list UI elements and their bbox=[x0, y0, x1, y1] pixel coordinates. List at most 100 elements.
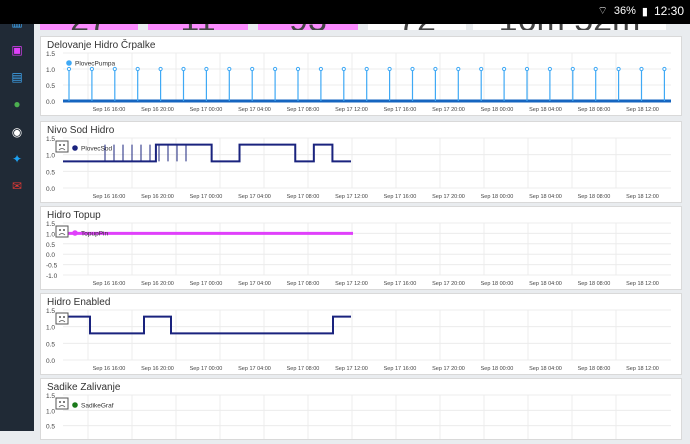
legend-label: SadikeGraf bbox=[81, 403, 114, 410]
x-tick-label: Sep 18 04:00 bbox=[529, 281, 562, 287]
chart-title: Hidro Enabled bbox=[47, 297, 111, 308]
x-tick-label: Sep 17 04:00 bbox=[238, 281, 271, 287]
y-tick-label: 1.0 bbox=[46, 408, 55, 415]
battery-level: 36% bbox=[613, 5, 636, 17]
x-tick-label: Sep 18 00:00 bbox=[481, 194, 514, 200]
legend-swatch bbox=[72, 230, 78, 236]
y-tick-label: 0.0 bbox=[46, 252, 55, 259]
chart-panel-seedlings: Sadike Zalivanje 1.5 1.0 0.5 SadikeGraf bbox=[40, 378, 682, 443]
y-tick-label: 1.5 bbox=[46, 221, 55, 228]
x-tick-label: Sep 17 00:00 bbox=[190, 366, 223, 372]
data-point bbox=[273, 66, 278, 72]
x-tick-label: Sep 16 20:00 bbox=[141, 107, 174, 113]
data-point bbox=[547, 66, 552, 72]
y-tick-label: -0.5 bbox=[46, 263, 58, 270]
y-tick-label: -1.0 bbox=[46, 273, 58, 280]
y-tick-label: 1.5 bbox=[46, 51, 55, 58]
legend-label: PlovecSod bbox=[81, 146, 112, 153]
data-point bbox=[387, 66, 392, 72]
x-tick-label: Sep 16 20:00 bbox=[141, 366, 174, 372]
chart-title: Hidro Topup bbox=[47, 210, 101, 221]
y-tick-label: 0.5 bbox=[46, 341, 55, 348]
x-tick-label: Sep 17 08:00 bbox=[287, 366, 320, 372]
x-tick-label: Sep 17 08:00 bbox=[287, 194, 320, 200]
status-bar: ⌔ 36% ▮ 12:30 bbox=[0, 0, 690, 24]
email-icon[interactable]: ✉ bbox=[11, 179, 23, 193]
x-tick-label: Sep 17 16:00 bbox=[384, 366, 417, 372]
data-point bbox=[662, 66, 667, 72]
chart-enabled: 1.5 1.0 0.5 0.0 Sep 16 16:00 Sep 16 20:00 Sep … bbox=[46, 308, 671, 372]
x-tick-label: Sep 17 00:00 bbox=[190, 194, 223, 200]
x-tick-label: Sep 17 16:00 bbox=[384, 194, 417, 200]
data-point bbox=[639, 66, 644, 72]
x-tick-label: Sep 17 00:00 bbox=[190, 281, 223, 287]
book-icon[interactable]: ▤ bbox=[11, 70, 23, 84]
wifi-icon: ⌔ bbox=[597, 5, 608, 17]
data-point bbox=[479, 66, 484, 72]
broken-image-icon bbox=[55, 140, 69, 153]
x-tick-label: Sep 17 04:00 bbox=[238, 194, 271, 200]
broken-image-icon bbox=[55, 312, 69, 325]
chart-pump: 1.5 1.0 0.5 0.0 Sep 16 16:00 Sep 16 20:00 Sep … bbox=[46, 51, 671, 113]
x-tick-label: Sep 16 16:00 bbox=[93, 281, 126, 287]
data-point bbox=[570, 66, 575, 72]
x-tick-label: Sep 18 12:00 bbox=[626, 281, 659, 287]
data-point bbox=[318, 66, 323, 72]
x-tick-label: Sep 17 16:00 bbox=[384, 107, 417, 113]
y-tick-label: 1.5 bbox=[46, 136, 55, 143]
x-tick-label: Sep 16 16:00 bbox=[93, 194, 126, 200]
data-point bbox=[89, 66, 95, 72]
x-tick-label: Sep 17 04:00 bbox=[238, 366, 271, 372]
data-point bbox=[524, 66, 530, 72]
y-tick-label: 1.0 bbox=[46, 325, 55, 332]
x-tick-label: Sep 16 16:00 bbox=[93, 107, 126, 113]
x-tick-label: Sep 17 20:00 bbox=[432, 107, 465, 113]
data-point bbox=[616, 66, 621, 72]
x-tick-label: Sep 18 04:00 bbox=[529, 107, 562, 113]
twitter-icon[interactable]: ✦ bbox=[11, 152, 23, 166]
y-tick-label: 1.5 bbox=[46, 308, 55, 315]
x-tick-label: Sep 17 00:00 bbox=[190, 107, 223, 113]
chart-title: Nivo Sod Hidro bbox=[47, 125, 115, 136]
chart-title: Sadike Zalivanje bbox=[47, 382, 121, 393]
x-tick-label: Sep 17 04:00 bbox=[238, 107, 271, 113]
data-point bbox=[364, 66, 369, 72]
x-tick-label: Sep 17 20:00 bbox=[432, 366, 465, 372]
y-tick-label: 0.0 bbox=[46, 99, 55, 106]
broken-image-icon bbox=[55, 225, 69, 238]
chart-seedlings: 1.5 1.0 0.5 SadikeGraf bbox=[46, 393, 671, 443]
legend-swatch bbox=[72, 402, 78, 408]
data-point bbox=[135, 66, 140, 72]
y-tick-label: 0.0 bbox=[46, 358, 55, 365]
y-tick-label: 1.0 bbox=[46, 153, 55, 160]
home-icon[interactable]: ▣ bbox=[11, 43, 23, 57]
clock: 12:30 bbox=[653, 4, 684, 18]
github-icon[interactable]: ◉ bbox=[11, 125, 23, 139]
y-tick-label: 0.5 bbox=[46, 242, 55, 249]
legend-label: PlovecPumpa bbox=[75, 61, 115, 68]
x-tick-label: Sep 18 08:00 bbox=[578, 107, 611, 113]
series-line bbox=[63, 315, 351, 335]
data-point bbox=[341, 66, 346, 72]
chat-icon[interactable]: ● bbox=[13, 97, 21, 111]
chart-panel-level: Nivo Sod Hidro 1.5 1.0 0.5 0.0 Sep 16 16:00 S… bbox=[40, 121, 682, 203]
data-point bbox=[204, 66, 209, 72]
series-line bbox=[63, 143, 351, 163]
data-point bbox=[593, 66, 598, 72]
data-point bbox=[433, 66, 438, 72]
chart-panel-topup: Hidro Topup 1.5 1.0 0.5 0.0 -0.5 -1.0 Sep 16 1… bbox=[40, 206, 682, 290]
chart-level: 1.5 1.0 0.5 0.0 Sep 16 16:00 Sep 16 20:00 Sep … bbox=[46, 136, 671, 200]
x-tick-label: Sep 16 20:00 bbox=[141, 281, 174, 287]
x-tick-label: Sep 18 00:00 bbox=[481, 281, 514, 287]
data-point bbox=[181, 66, 186, 72]
data-point bbox=[250, 66, 255, 72]
battery-icon: ▮ bbox=[641, 5, 648, 18]
x-tick-label: Sep 16 16:00 bbox=[93, 366, 126, 372]
y-tick-label: 1.5 bbox=[46, 393, 55, 400]
x-tick-label: Sep 17 08:00 bbox=[287, 107, 320, 113]
data-point bbox=[502, 66, 507, 72]
chart-topup: 1.5 1.0 0.5 0.0 -0.5 -1.0 Sep 16 16:00 Sep 16 2… bbox=[46, 221, 671, 287]
data-point bbox=[158, 66, 163, 72]
x-tick-label: Sep 18 04:00 bbox=[529, 366, 562, 372]
y-tick-label: 0.5 bbox=[46, 83, 55, 90]
